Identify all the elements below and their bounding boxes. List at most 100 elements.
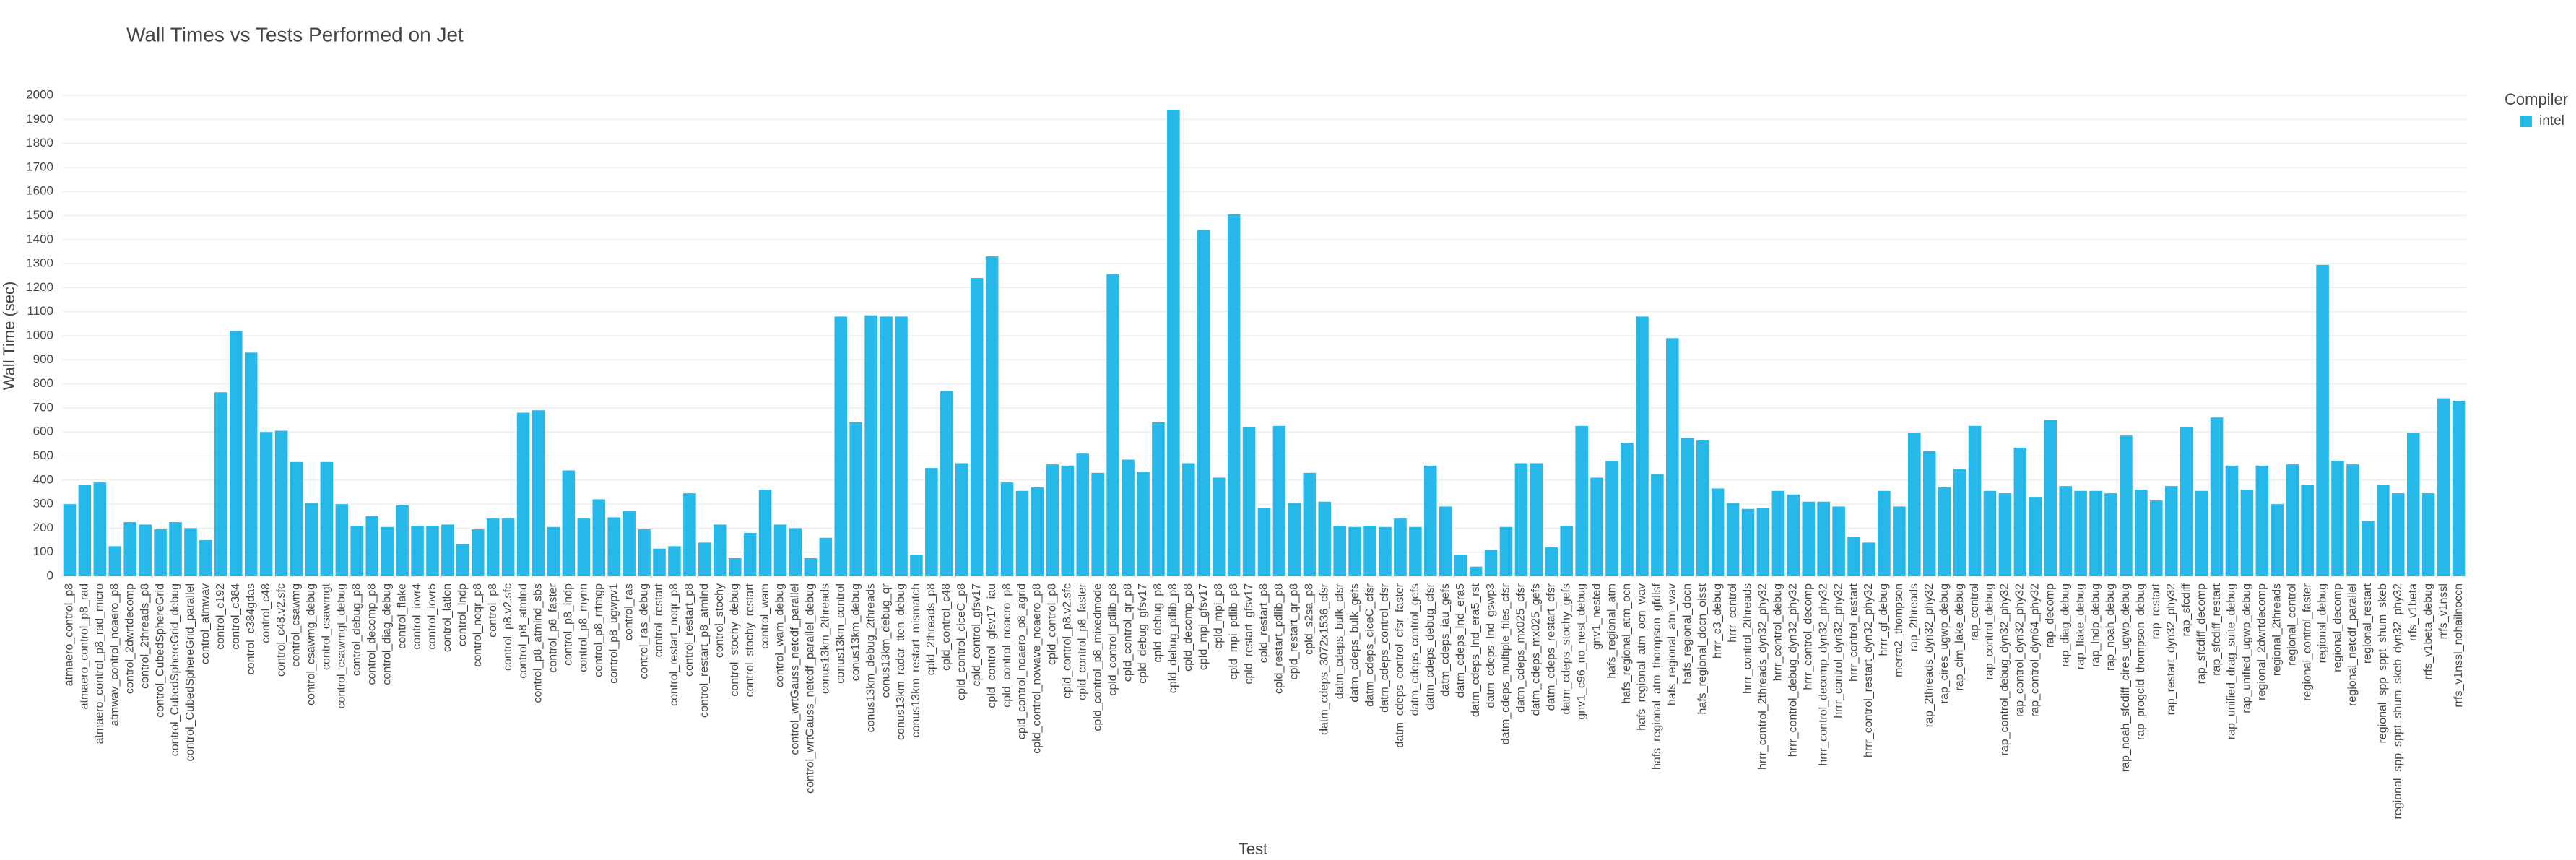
bar	[1590, 477, 1603, 576]
x-tick-label: cpld_control_noaero_p8	[1001, 583, 1013, 708]
bar	[1122, 459, 1135, 576]
bar	[244, 352, 258, 576]
bar	[1394, 518, 1407, 576]
x-tick-label: hafs_regional_atm_thompson_gfdlsf	[1651, 583, 1663, 770]
bar	[2377, 485, 2390, 576]
x-tick-label: rap_control_dyn64_phy32	[2029, 583, 2042, 717]
x-tick-label: rap_unified_drag_suite_debug	[2226, 583, 2238, 739]
x-tick-label: hafs_regional_atm	[1605, 583, 1618, 679]
y-tick-label: 1900	[26, 112, 53, 126]
x-tick-label: datm_cdeps_bulk_cfsr	[1333, 583, 1345, 699]
x-tick-label: control_stochy_restart	[744, 583, 756, 697]
bar	[108, 546, 122, 576]
bar	[1197, 230, 1210, 576]
bar	[638, 529, 651, 576]
bar	[123, 522, 137, 576]
x-tick-label: rap_sfcdiff_restart	[2211, 583, 2223, 675]
bar	[1756, 508, 1770, 576]
bar	[547, 526, 560, 576]
x-tick-label: conus13km_debug	[849, 583, 862, 681]
bar	[1681, 438, 1694, 576]
x-tick-label: datm_cdeps_multiple_files_cfsr	[1500, 583, 1512, 744]
x-tick-label: control_restart_noqr_p8	[668, 583, 680, 706]
bar	[819, 537, 833, 576]
x-tick-label: control_2dwrtdecomp	[123, 583, 136, 694]
bar	[1605, 461, 1618, 576]
bar	[2029, 497, 2042, 576]
bar	[214, 392, 227, 576]
x-tick-label: cpld_mpi_pdlib_p8	[1228, 583, 1240, 680]
bar	[1379, 526, 1392, 576]
bar	[773, 524, 787, 576]
x-tick-label: hrrr_control_decomp_dyn32_phy32	[1817, 583, 1829, 766]
bar	[63, 504, 77, 576]
x-tick-label: control_wrtGauss_netcdf_parallel_debug	[805, 583, 817, 794]
bar	[1076, 453, 1090, 576]
x-tick-label: cpld_control_c48	[940, 583, 953, 671]
x-tick-label: rap_decomp	[2044, 583, 2056, 648]
bar	[1106, 274, 1119, 576]
x-tick-label: cpld_control_p8.v2.sfc	[1062, 583, 1074, 698]
y-tick-label: 0	[47, 568, 53, 582]
x-tick-label: atmwav_control_noaero_p8	[108, 583, 121, 726]
bar	[2164, 486, 2178, 576]
x-tick-label: cpld_debug_pdlib_p8	[1167, 583, 1179, 693]
x-tick-label: control_iovr4	[411, 583, 423, 650]
bar	[2362, 521, 2375, 576]
y-tick-label: 1300	[26, 256, 53, 270]
x-tick-label: regional_2dwrtdecomp	[2256, 583, 2268, 700]
x-tick-label: rap_noah_debug	[2104, 583, 2117, 671]
x-tick-label: control_CubedSphereGrid_debug	[169, 583, 181, 756]
x-tick-label: hafs_regional_docn	[1681, 583, 1694, 685]
bar	[2074, 490, 2087, 576]
bar	[1878, 490, 1891, 576]
x-tick-label: regional_restart	[2362, 583, 2374, 664]
x-tick-label: control_p8_atmlnd_sbs	[532, 583, 545, 703]
x-tick-label: control_p8.v2.sfc	[502, 583, 514, 671]
bar	[1771, 490, 1785, 576]
bar	[2391, 493, 2405, 576]
bar	[1484, 550, 1498, 576]
x-tick-label: rap_lndp_debug	[2089, 583, 2102, 667]
bar	[516, 412, 530, 576]
x-tick-label: cpld_control_pdlib_p8	[1106, 583, 1119, 696]
x-tick-label: control_flake	[396, 583, 408, 649]
bar	[910, 555, 923, 576]
x-tick-label: control_restart	[653, 583, 665, 657]
bar	[2316, 264, 2329, 576]
bar	[1061, 465, 1075, 576]
x-tick-label: control_csawmgt	[321, 583, 333, 670]
bar	[955, 463, 968, 576]
bar	[1983, 490, 1997, 576]
bar	[1651, 474, 1664, 576]
x-tick-label: control_p8_atmlnd	[517, 583, 529, 679]
x-tick-label: control_stochy	[714, 583, 726, 658]
x-tick-label: control_CubedSphereGrid	[154, 583, 166, 718]
x-tick-label: cpld_restart_p8	[1258, 583, 1270, 663]
x-tick-label: rap_2threads_dyn32_phy32	[1923, 583, 1935, 727]
x-tick-label: gnv1_nested	[1590, 583, 1603, 650]
x-tick-label: cpld_mpi_p8	[1213, 583, 1225, 649]
bar	[940, 391, 953, 576]
x-tick-label: atmaero_control_p8_rad	[79, 583, 91, 709]
bar	[1893, 506, 1906, 576]
bar	[698, 542, 711, 576]
x-tick-label: datm_cdeps_3072x1536_cfsr	[1318, 583, 1330, 735]
x-tick-label: rap_control_debug	[1984, 583, 1996, 679]
y-tick-label: 400	[33, 472, 53, 486]
bar	[2331, 461, 2344, 576]
x-tick-label: cpld_s2sa_p8	[1304, 583, 1316, 655]
bar	[1439, 506, 1452, 576]
bar	[1575, 425, 1588, 576]
bar	[1348, 526, 1361, 576]
bar	[2210, 417, 2224, 576]
x-tick-label: cpld_restart_pdlib_p8	[1273, 583, 1285, 694]
x-tick-label: rap_sfcdiff	[2180, 583, 2193, 636]
bar	[335, 504, 349, 576]
x-tick-label: cpld_2threads_p8	[925, 583, 937, 675]
x-tick-label: cpld_control_ciceC_p8	[955, 583, 968, 700]
x-tick-label: control_csawmgt_debug	[336, 583, 348, 708]
bar	[758, 490, 772, 576]
y-tick-label: 300	[33, 497, 53, 511]
x-tick-label: cpld_control_nowave_noaero_p8	[1031, 583, 1044, 754]
